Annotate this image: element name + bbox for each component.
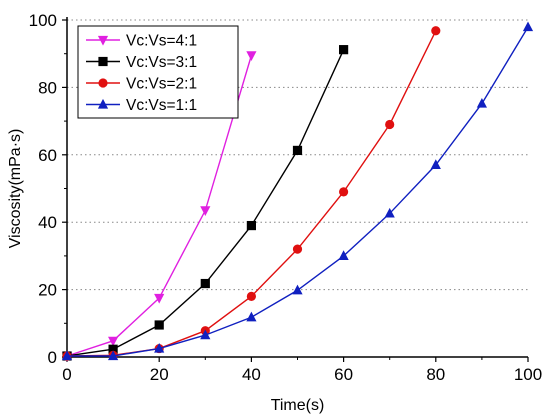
data-point: [154, 342, 165, 353]
data-point: [154, 320, 164, 330]
y-tick-label: 0: [48, 348, 57, 367]
data-point: [339, 187, 349, 197]
y-tick-label: 20: [38, 281, 57, 300]
data-series: [61, 21, 534, 362]
data-point: [246, 51, 257, 61]
tick-labels: 0 20 40 60 80 100 0 20 40 60 80 100: [29, 11, 543, 384]
data-point: [385, 119, 395, 130]
series-4: [61, 21, 534, 361]
data-point: [384, 207, 395, 218]
legend: Vc:Vs=4:1 Vc:Vs=3:1 Vc:Vs=2:1 Vc:Vs=1:1: [77, 25, 239, 119]
y-tick-label: 60: [38, 146, 57, 165]
data-point: [292, 244, 303, 254]
x-tick-label: 40: [242, 365, 261, 384]
data-point: [108, 350, 119, 361]
data-point: [200, 206, 211, 217]
data-point: [200, 278, 210, 289]
y-tick-label: 40: [38, 213, 57, 232]
x-tick-label: 80: [426, 365, 445, 384]
legend-label: Vc:Vs=4:1: [126, 33, 197, 50]
axes: [62, 17, 529, 362]
x-tick-label: 20: [150, 365, 169, 384]
data-point: [292, 284, 303, 295]
data-point: [200, 329, 211, 340]
data-point: [98, 78, 108, 88]
data-point: [246, 220, 256, 231]
data-point: [292, 145, 303, 156]
y-axis-label: Viscosity(mPa·s): [7, 129, 24, 249]
data-point: [431, 26, 441, 36]
data-point: [61, 350, 73, 361]
legend-label: Vc:Vs=1:1: [126, 97, 197, 114]
x-tick-label: 100: [514, 365, 542, 384]
y-tick-label: 80: [38, 78, 57, 97]
data-point: [430, 159, 441, 170]
data-point: [476, 97, 487, 108]
data-point: [97, 98, 109, 109]
legend-label: Vc:Vs=3:1: [126, 54, 197, 71]
data-point: [339, 45, 349, 55]
data-point: [108, 336, 119, 347]
data-point: [108, 344, 118, 354]
data-point: [97, 35, 109, 46]
x-tick-label: 60: [334, 365, 353, 384]
data-point: [338, 250, 349, 260]
data-point: [246, 291, 256, 301]
x-axis-label: Time(s): [271, 397, 325, 414]
x-tick-label: 0: [62, 365, 71, 384]
data-point: [522, 21, 534, 32]
data-point: [246, 311, 257, 322]
data-point: [154, 293, 165, 304]
legend-label: Vc:Vs=2:1: [126, 76, 197, 93]
y-tick-label: 100: [29, 11, 57, 30]
data-point: [98, 56, 108, 67]
